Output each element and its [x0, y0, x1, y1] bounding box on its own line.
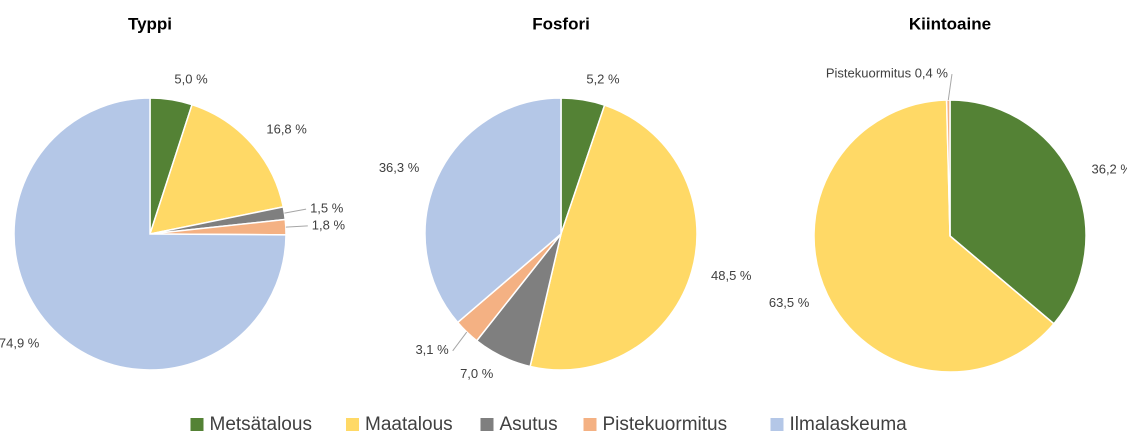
pie-slice	[949, 99, 1087, 325]
pie-slice	[813, 99, 1055, 373]
pie-slice	[148, 103, 285, 235]
legend-label: Pistekuormitus	[603, 414, 728, 435]
leader-line	[284, 208, 307, 214]
data-label: 48,5 %	[711, 268, 752, 283]
legend-swatch	[190, 418, 204, 431]
legend-swatch	[770, 418, 784, 431]
data-label: 5,2 %	[586, 72, 620, 87]
data-label: 1,5 %	[310, 201, 344, 216]
chart-title: Fosfori	[532, 14, 590, 33]
data-label: 16,8 %	[266, 122, 307, 137]
data-label: 74,9 %	[0, 335, 40, 350]
data-label: 3,1 %	[415, 342, 449, 357]
legend-swatch	[346, 418, 359, 431]
data-label: 5,0 %	[174, 71, 208, 86]
legend-label: Maatalous	[365, 414, 453, 435]
pie-slice	[424, 97, 562, 324]
legend-label: Metsätalous	[210, 414, 312, 435]
data-label: Pistekuormitus 0,4 %	[826, 65, 949, 80]
leader-line	[947, 73, 953, 101]
legend-label: Ilmalaskeuma	[790, 414, 908, 435]
legend-label: Asutus	[500, 414, 558, 435]
pie-slice	[529, 104, 698, 371]
pie-slice	[945, 99, 951, 237]
pie-slice	[13, 97, 287, 371]
data-label: 1,8 %	[312, 217, 346, 232]
chart-title: Typpi	[128, 14, 172, 33]
legend-swatch	[480, 418, 494, 431]
leader-line	[285, 225, 308, 228]
leader-line	[452, 331, 468, 352]
data-label: 7,0 %	[460, 366, 494, 381]
legend-swatch	[583, 418, 597, 431]
chart-title: Kiintoaine	[909, 14, 991, 33]
data-label: 36,2 %	[1091, 162, 1127, 177]
data-label: 36,3 %	[379, 160, 420, 175]
data-label: 63,5 %	[769, 295, 810, 310]
